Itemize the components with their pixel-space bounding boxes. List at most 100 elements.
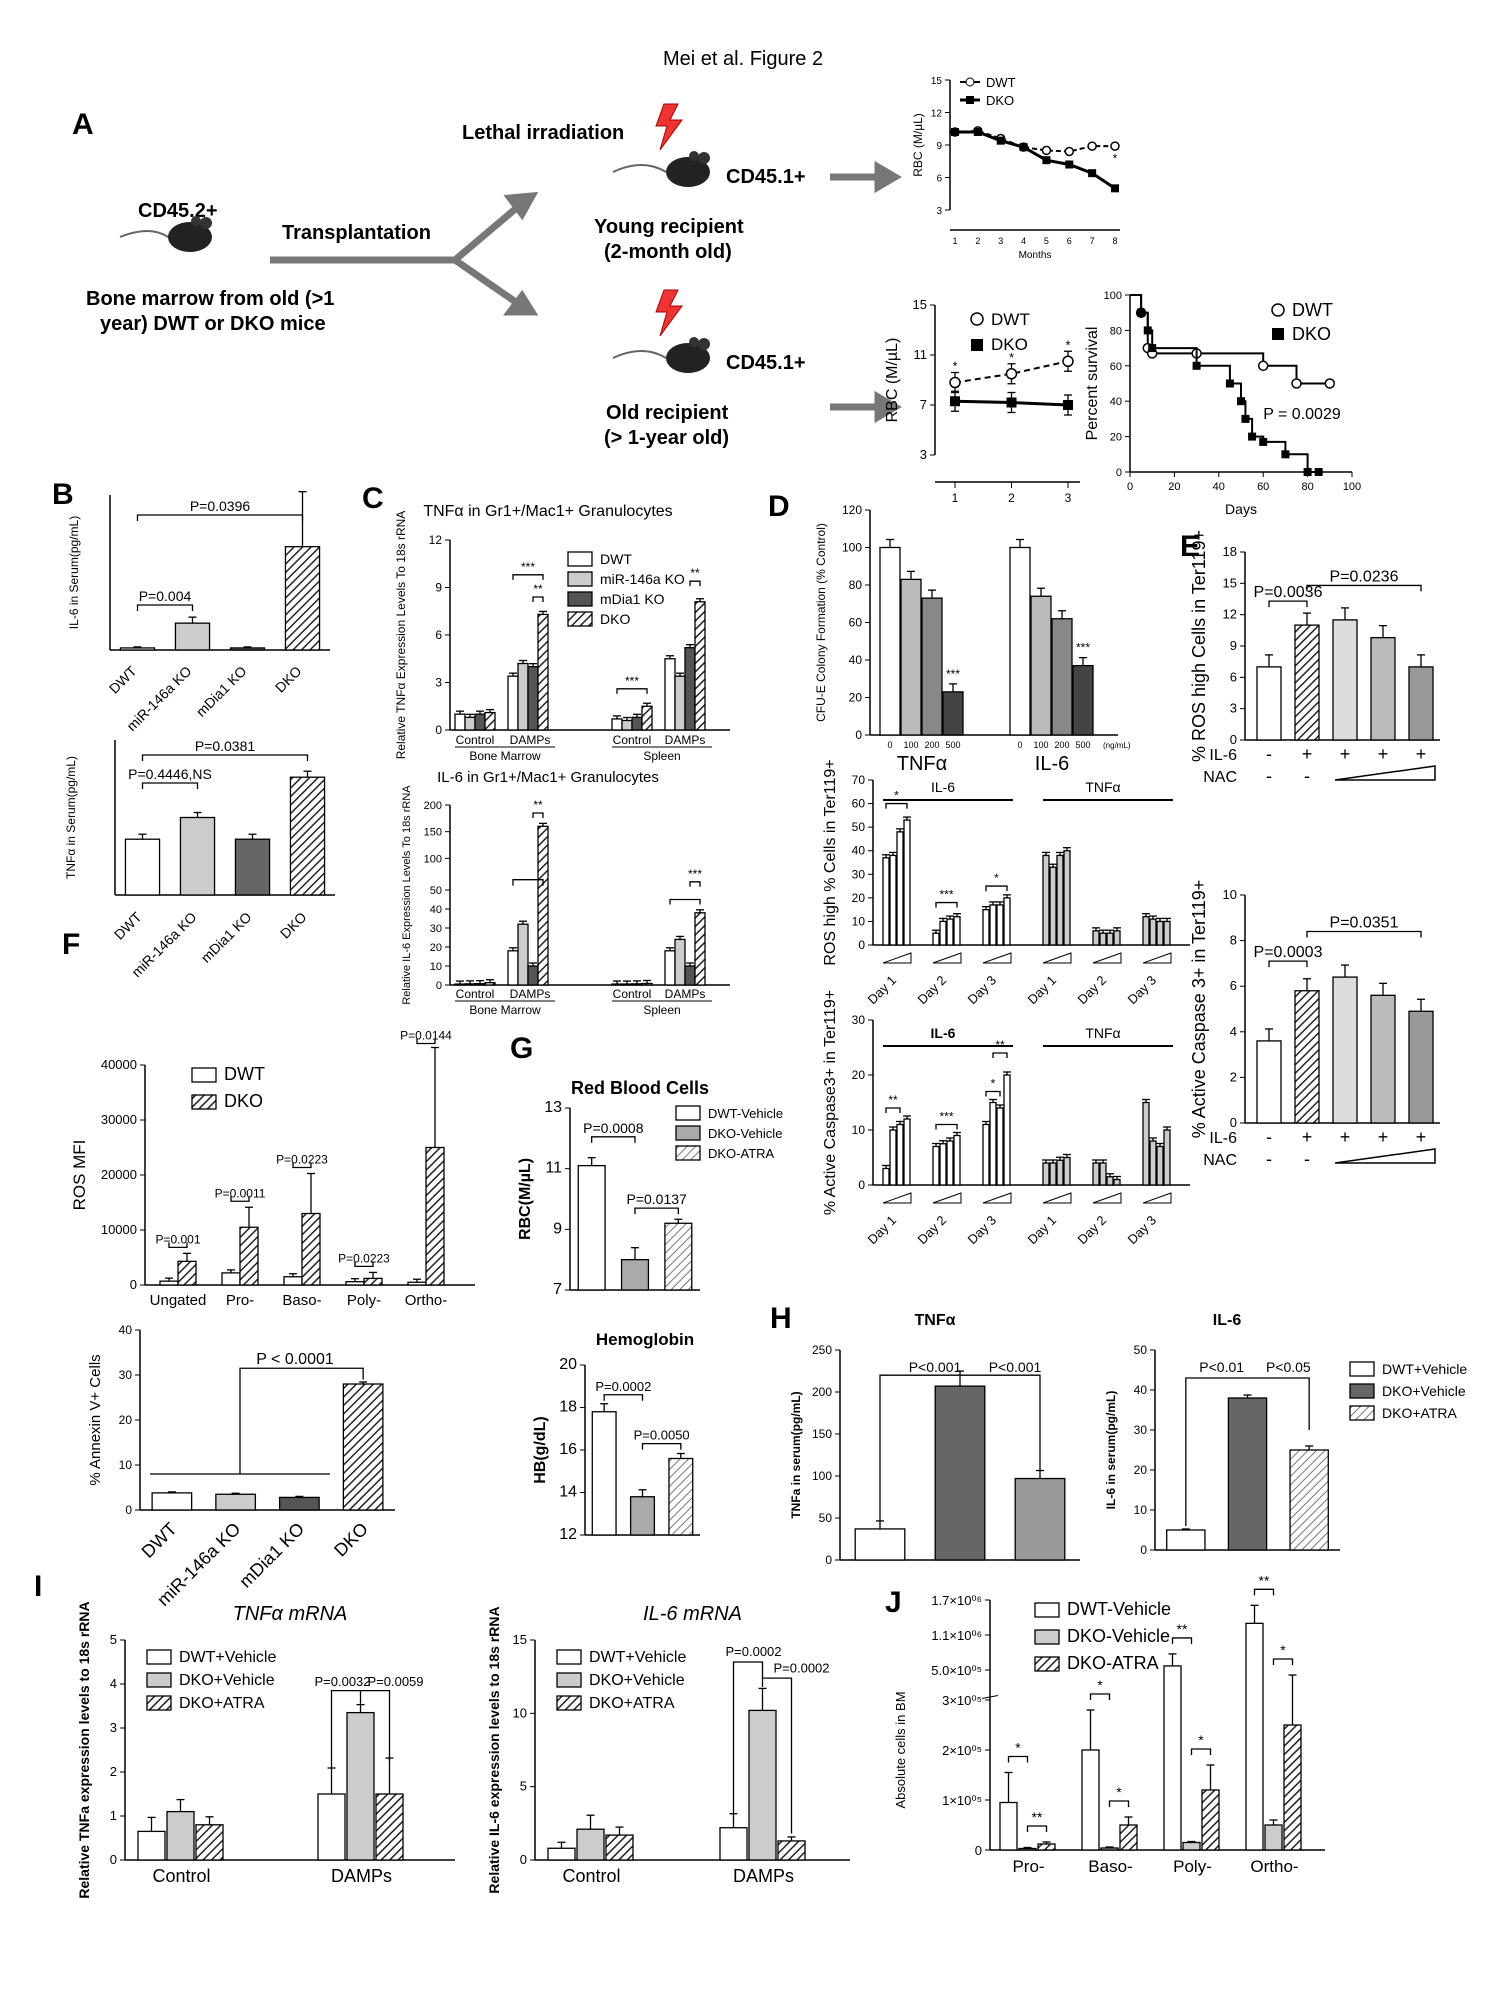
bar	[694, 912, 706, 986]
chart-D-ros: 0 10 20 30 40 50 60 70 ROS high % Cells in Ter11…	[822, 759, 1190, 1007]
y-tick-label: 3	[936, 206, 942, 217]
x-tick-label: DWT	[106, 663, 140, 697]
chart-title: TNFα	[915, 1312, 956, 1329]
data-point	[1237, 397, 1245, 406]
legend-label: DKO-ATRA	[708, 1146, 775, 1161]
significance-label: P=0.0036	[1254, 584, 1323, 601]
x-tick-label: 3	[1065, 491, 1072, 505]
significance-label: ***	[521, 560, 535, 574]
x-tick-label: Control	[562, 1866, 620, 1886]
y-tick-label: 1	[110, 1808, 117, 1823]
legend-swatch	[1034, 1656, 1060, 1672]
legend-label: DKO+Vehicle	[1382, 1383, 1466, 1399]
nac-sign-label: -	[1304, 766, 1310, 786]
dose-ramp-icon	[982, 1192, 1012, 1204]
nac-ramp-icon	[1334, 765, 1436, 781]
dose-ramp-icon	[932, 1192, 962, 1204]
bar-DWT	[124, 838, 161, 896]
dose-ramp-icon	[932, 952, 962, 964]
significance-bracket	[935, 901, 958, 908]
chart-F-ros: 0 10000 20000 30000 40000 ROS MFI Ungated P=0.0…	[70, 1029, 475, 1309]
x-tick-label: 60	[1257, 481, 1269, 493]
nac-sign-label: -	[1266, 1149, 1272, 1169]
y-tick-label: 16	[559, 1441, 577, 1458]
y-tick-label: 9	[553, 1220, 562, 1237]
nac-ramp-icon	[1334, 1148, 1436, 1164]
x-axis-label: Months	[1019, 250, 1052, 261]
significance-bracket	[141, 754, 309, 761]
bar-IL-6	[1009, 546, 1031, 736]
bar-DKO-ATRA	[668, 1457, 694, 1536]
y-axis-label: % Active Caspase 3+ in Ter119+	[1189, 880, 1209, 1139]
significance-label: **	[690, 566, 700, 580]
y-tick-label: 100	[812, 1469, 832, 1483]
bar-DWT	[151, 1492, 193, 1511]
y-tick-label: 40	[430, 904, 442, 916]
significance-label: *	[1116, 1784, 1122, 1800]
x-tick-label: 2	[1008, 491, 1015, 505]
bar	[1142, 916, 1150, 946]
y-tick-label: 0	[858, 938, 865, 952]
donor-desc-1: Bone marrow from old (>1	[86, 288, 335, 310]
dose-label: 200	[924, 740, 939, 750]
y-tick-label: 4	[110, 1676, 117, 1691]
chart-title: IL-6 mRNA	[643, 1603, 742, 1625]
bar-IL-6	[1051, 618, 1073, 736]
y-tick-label: 0	[520, 1852, 527, 1867]
data-point	[1291, 378, 1302, 389]
bar	[1003, 897, 1011, 946]
legend-label: DKO+ATRA	[589, 1695, 675, 1712]
data-point	[1303, 468, 1312, 476]
significance-bracket	[689, 881, 701, 887]
bar	[1156, 1145, 1164, 1186]
y-tick-label: 50	[819, 1511, 833, 1525]
bar	[953, 916, 961, 946]
bar	[1408, 666, 1434, 741]
dose-label: 200	[1054, 740, 1069, 750]
legend-swatch	[146, 1672, 172, 1688]
significance-bracket	[168, 1242, 188, 1248]
arrow-icon	[270, 160, 902, 424]
bar	[996, 1107, 1004, 1186]
panel-a-drawings	[119, 103, 902, 424]
y-tick-label: 6	[936, 174, 942, 185]
y-tick-label: 40000	[101, 1057, 137, 1072]
x-tick-label: mDia1 KO	[193, 663, 250, 720]
y-tick-label: 40	[852, 844, 866, 858]
bar-DKO+ATRA	[1014, 1477, 1066, 1561]
bar	[1099, 932, 1107, 946]
x-tick-label: DKO	[277, 909, 310, 942]
legend-label: DWT-Vehicle	[708, 1106, 783, 1121]
legend-label: DKO+ATRA	[179, 1695, 265, 1712]
bar-DKO	[425, 1146, 445, 1286]
legend-marker	[970, 312, 984, 326]
il6-sign-label: +	[1340, 1127, 1351, 1147]
chart-C-tnfa: TNFα in Gr1+/Mac1+ Granulocytes 0 3 6 9 12 Rel…	[394, 503, 730, 763]
y-tick-label: 10	[852, 914, 866, 928]
group-label: TNFα	[1085, 779, 1120, 795]
bar	[454, 983, 466, 986]
bar	[684, 965, 696, 986]
significance-bracket	[1268, 960, 1308, 968]
legend-swatch	[556, 1649, 582, 1665]
y-axis-label: Absolute cells in BM	[893, 1691, 908, 1808]
legend-marker	[1271, 303, 1285, 317]
bar	[621, 983, 633, 986]
significance-bracket	[136, 514, 304, 521]
y-tick-label: 30	[430, 923, 442, 935]
bar	[989, 904, 997, 946]
group-label: TNFα	[1085, 1025, 1120, 1041]
y-tick-label: 8	[1230, 933, 1237, 948]
bar	[674, 938, 686, 986]
bar-DKO-ATRA	[1119, 1824, 1138, 1851]
data-point	[973, 128, 982, 136]
y-tick-label: 100	[424, 853, 442, 865]
y-tick-label: 60	[849, 616, 863, 630]
day-label: Day 1	[1024, 973, 1059, 1008]
legend-marker	[966, 96, 974, 104]
significance-bracket	[1306, 930, 1422, 938]
y-tick-label: 250	[812, 1343, 832, 1357]
bar-DWT	[283, 1276, 303, 1286]
bar	[484, 711, 496, 731]
y-tick-label: 20000	[101, 1167, 137, 1182]
